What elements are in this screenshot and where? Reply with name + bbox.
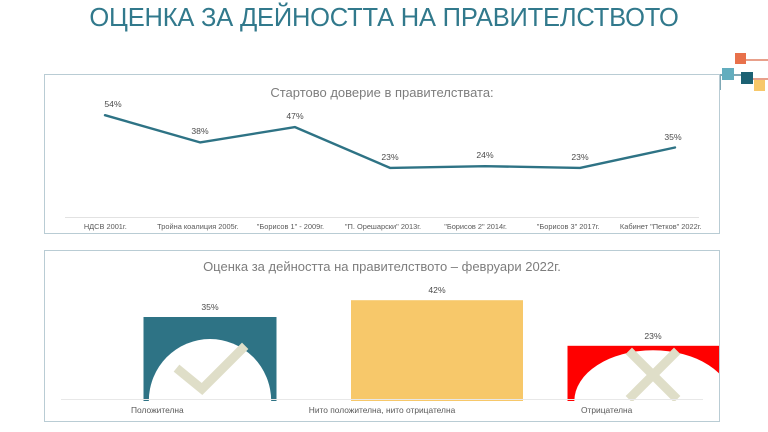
check-icon <box>173 342 249 396</box>
line-series-startovo-doverie <box>103 113 677 170</box>
bar-rect <box>567 345 719 401</box>
line-chart-category-labels: НДСВ 2001г. Тройна коалиция 2005г. "Борисо… <box>59 219 707 235</box>
line-data-label: 35% <box>664 131 682 142</box>
line-data-label: 24% <box>476 150 494 161</box>
cross-icon <box>625 347 681 401</box>
line-data-label: 47% <box>286 111 304 122</box>
bar-category-label: Отрицателна <box>581 405 633 415</box>
line-category-label: НДСВ 2001г. <box>83 222 127 231</box>
deco-line-salmon-2 <box>753 78 768 80</box>
bar-chart-plot <box>143 300 719 401</box>
line-chart-axis <box>65 217 699 218</box>
bar-data-label: 23% <box>644 330 662 341</box>
bar-chart-baseline <box>61 399 703 400</box>
deco-line-vertical-blue <box>719 74 721 90</box>
page-title: ОЦЕНКА ЗА ДЕЙНОСТТА НА ПРАВИТЕЛСТВОТО <box>89 4 679 32</box>
bar-category-label: Положителна <box>131 405 184 415</box>
bar-rect <box>351 300 523 401</box>
bar-chart-category-labels: Положителна Нито положителна, нито отрица… <box>45 401 719 419</box>
line-category-label: "Борисов 3" 2017г. <box>536 222 600 231</box>
line-chart-plot <box>103 113 677 170</box>
line-data-label: 38% <box>191 126 209 137</box>
line-category-label: "Борисов 1" - 2009г. <box>256 222 325 231</box>
deco-square-orange <box>735 53 746 64</box>
line-data-label: 23% <box>571 151 589 162</box>
corner-squares-decoration <box>713 48 768 91</box>
line-chart-panel: Стартово доверие в правителствата: 54% 38… <box>44 74 720 234</box>
line-category-label: "П. Орешарски" 2013г. <box>344 222 422 231</box>
line-category-label: Тройна коалиция 2005г. <box>157 222 239 231</box>
line-data-label: 23% <box>381 151 399 162</box>
deco-square-yellow <box>754 80 765 91</box>
line-chart-subtitle: Стартово доверие в правителствата: <box>270 85 494 100</box>
bar-rect <box>143 317 277 401</box>
bar-chart-subtitle: Оценка за дейността на правителството – … <box>203 259 561 274</box>
deco-square-darkteal <box>741 72 753 84</box>
bar-data-label: 35% <box>201 302 219 312</box>
bar-category-label: Нито положителна, нито отрицателна <box>308 405 456 415</box>
line-data-label: 54% <box>104 99 122 110</box>
deco-square-lightblue <box>722 68 734 80</box>
deco-line-salmon <box>741 59 768 61</box>
line-category-label: Кабинет "Петков" 2022г. <box>619 222 702 231</box>
line-category-label: "Борисов 2" 2014г. <box>444 222 507 231</box>
bar-data-label: 42% <box>428 285 446 296</box>
bar-chart-panel: Оценка за дейността на правителството – … <box>44 250 720 422</box>
